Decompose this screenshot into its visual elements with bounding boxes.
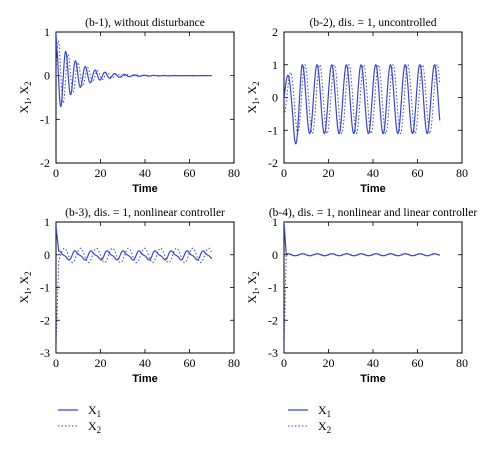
y-tick-label: 0 bbox=[272, 248, 278, 262]
y-label-part: 2 bbox=[23, 271, 33, 276]
y-tick-label: 0 bbox=[272, 91, 278, 105]
x-tick-label: 0 bbox=[281, 166, 287, 180]
chart-panel-b3: 0 20 40 60 80 -3 -2 -1 0 1 (b-3), dis. = 1, nonlin… bbox=[17, 207, 240, 385]
y-label-part: 2 bbox=[251, 271, 261, 276]
x-tick-label: 60 bbox=[412, 356, 424, 370]
y-tick-label: -1 bbox=[40, 281, 50, 295]
legend-label-part: 1 bbox=[327, 409, 332, 419]
plot-frame bbox=[283, 221, 463, 354]
y-tick-label: -1 bbox=[40, 112, 50, 126]
y-label-part: 1 bbox=[251, 291, 261, 296]
x-tick-label: 80 bbox=[456, 356, 468, 370]
y-tick-label: -3 bbox=[268, 346, 278, 360]
chart-title: (b-3), dis. = 1, nonlinear controller bbox=[65, 207, 225, 219]
y-axis-label: X1, X2 bbox=[17, 271, 33, 303]
legend-label-part: X bbox=[88, 403, 97, 417]
y-tick-label: 0 bbox=[44, 248, 50, 262]
y-tick-label: 0 bbox=[44, 69, 50, 83]
x-axis-label: Time bbox=[360, 183, 385, 195]
y-axis-label: X1, X2 bbox=[245, 271, 261, 303]
y-label-part: 1 bbox=[251, 101, 261, 106]
legend-label-x2: X2 bbox=[88, 419, 101, 435]
x-tick-label: 40 bbox=[139, 166, 151, 180]
y-tick-label: -1 bbox=[268, 281, 278, 295]
legend-label-part: X bbox=[318, 419, 327, 433]
y-axis-label: X1, X2 bbox=[245, 81, 261, 113]
x-tick-label: 0 bbox=[53, 356, 59, 370]
x-tick-label: 20 bbox=[95, 166, 107, 180]
x-tick-label: 60 bbox=[184, 166, 196, 180]
x-tick-label: 0 bbox=[281, 356, 287, 370]
y-axis-label: X1, X2 bbox=[17, 81, 33, 113]
legend-label-part: 2 bbox=[327, 425, 332, 435]
y-label-part: , X bbox=[245, 276, 259, 291]
legend-label-x1: X1 bbox=[318, 403, 331, 419]
y-tick-label: -2 bbox=[40, 313, 50, 327]
y-label-part: , X bbox=[245, 86, 259, 101]
x-axis-label: Time bbox=[360, 373, 385, 385]
y-label-part: 2 bbox=[23, 81, 33, 86]
x-axis-label: Time bbox=[132, 373, 157, 385]
y-tick-label: -2 bbox=[268, 156, 278, 170]
y-tick-label: -1 bbox=[268, 123, 278, 137]
chart-panel-b2: 0 20 40 60 80 -2 -1 0 1 2 (b-2), dis. = 1, uncontr… bbox=[245, 17, 468, 195]
y-tick-label: 1 bbox=[44, 215, 50, 229]
y-label-part: X bbox=[245, 295, 259, 304]
x-tick-label: 20 bbox=[323, 166, 335, 180]
y-label-part: 1 bbox=[23, 101, 33, 106]
chart-title: (b-4), dis. = 1, nonlinear and linear co… bbox=[269, 207, 477, 219]
chart-panel-b1: 0 20 40 60 80 -2 -1 0 1 (b-1), without disturbanc… bbox=[17, 17, 240, 195]
series-line-x2 bbox=[56, 40, 212, 104]
x-axis-label: Time bbox=[132, 183, 157, 195]
legend-label-part: 2 bbox=[97, 425, 102, 435]
plot-frame bbox=[283, 31, 463, 164]
y-tick-label: -3 bbox=[40, 346, 50, 360]
series-line-x1 bbox=[284, 222, 440, 257]
x-tick-label: 0 bbox=[53, 166, 59, 180]
series-line-x2 bbox=[284, 253, 440, 352]
chart-title: (b-1), without disturbance bbox=[85, 17, 205, 29]
x-tick-label: 20 bbox=[95, 356, 107, 370]
plot-frame bbox=[55, 31, 235, 164]
y-label-part: X bbox=[17, 105, 31, 114]
legend-label-x2: X2 bbox=[318, 419, 331, 435]
series-line-x2 bbox=[56, 247, 213, 350]
x-tick-label: 20 bbox=[323, 356, 335, 370]
y-tick-label: 1 bbox=[272, 58, 278, 72]
y-label-part: X bbox=[17, 295, 31, 304]
y-tick-label: 1 bbox=[272, 215, 278, 229]
plot-frame bbox=[55, 221, 235, 354]
x-tick-label: 80 bbox=[456, 166, 468, 180]
x-tick-label: 40 bbox=[139, 356, 151, 370]
x-tick-label: 40 bbox=[367, 166, 379, 180]
y-tick-label: 1 bbox=[44, 25, 50, 39]
y-label-part: 2 bbox=[251, 81, 261, 86]
y-tick-label: -2 bbox=[40, 156, 50, 170]
x-tick-label: 40 bbox=[367, 356, 379, 370]
y-tick-label: -2 bbox=[268, 313, 278, 327]
series-line-x1 bbox=[56, 32, 212, 108]
legend-label-x1: X1 bbox=[88, 403, 101, 419]
y-label-part: , X bbox=[17, 276, 31, 291]
legend-label-part: X bbox=[88, 419, 97, 433]
x-tick-label: 60 bbox=[412, 166, 424, 180]
x-tick-label: 80 bbox=[228, 356, 240, 370]
x-tick-label: 60 bbox=[184, 356, 196, 370]
x-tick-label: 80 bbox=[228, 166, 240, 180]
legend-label-part: 1 bbox=[97, 409, 102, 419]
y-label-part: 1 bbox=[23, 291, 33, 296]
chart-title: (b-2), dis. = 1, uncontrolled bbox=[310, 17, 437, 29]
y-label-part: X bbox=[245, 105, 259, 114]
legend-label-part: X bbox=[318, 403, 327, 417]
y-label-part: , X bbox=[17, 86, 31, 101]
y-tick-label: 2 bbox=[272, 25, 278, 39]
series-line-x2 bbox=[284, 64, 441, 134]
chart-panel-b4: 0 20 40 60 80-3-2-101(b-4), dis. = 1, nonlin… bbox=[245, 207, 477, 385]
